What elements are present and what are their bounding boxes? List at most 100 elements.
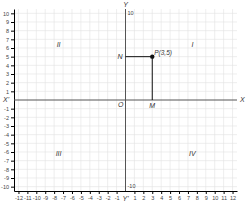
tick-label: 1 <box>133 195 136 201</box>
tick-mark <box>11 117 14 118</box>
tick: -5 <box>4 141 14 147</box>
data-label: P(3,5) <box>154 49 172 57</box>
tick-mark <box>161 191 162 194</box>
tick-label: -4 <box>4 132 9 138</box>
tick-mark <box>72 191 73 194</box>
tick-mark <box>11 48 14 49</box>
tick-label: -10 <box>33 195 41 201</box>
y-axis-value-label: -10 <box>128 183 136 189</box>
tick-label: 9 <box>205 195 208 201</box>
tick: -3 <box>97 191 102 201</box>
tick-mark <box>11 152 14 153</box>
tick: 8 <box>6 28 14 34</box>
tick: 4 <box>6 63 14 69</box>
tick-label: 3 <box>6 71 9 77</box>
tick: 4 <box>160 191 163 201</box>
origin-label: O <box>118 101 124 108</box>
marks <box>126 54 155 100</box>
axis-end-label: X' <box>2 96 10 103</box>
tick: 10 <box>3 11 14 17</box>
tick: -10 <box>33 191 41 201</box>
tick: -4 <box>4 132 14 138</box>
tick-label: -8 <box>4 167 9 173</box>
tick: 2 <box>142 191 145 201</box>
tick: -6 <box>70 191 75 201</box>
tick-mark <box>27 191 28 194</box>
tick-label: 1 <box>6 89 9 95</box>
foot-label-x: M <box>149 102 155 109</box>
x-axis: -12-11-10-9-8-7-6-5-4-3-2-11234567891011… <box>15 191 238 201</box>
grid-line-y <box>14 56 237 57</box>
tick-label: -3 <box>97 195 102 201</box>
tick-label: 9 <box>6 19 9 25</box>
tick-label: 8 <box>196 195 199 201</box>
tick-mark <box>152 191 153 194</box>
tick: 10 <box>212 191 218 201</box>
tick-mark <box>170 191 171 194</box>
tick: -10 <box>1 184 14 190</box>
quadrant-label: II <box>57 41 61 48</box>
tick: -1 <box>4 106 14 112</box>
tick-label: 6 <box>6 45 9 51</box>
tick-mark <box>224 191 225 194</box>
y-axis-value-label: 10 <box>128 10 134 16</box>
tick-mark <box>11 57 14 58</box>
tick: -6 <box>4 149 14 155</box>
axis-end-label: Y' <box>122 195 129 202</box>
tick-label: 4 <box>160 195 163 201</box>
tick: 11 <box>221 191 227 201</box>
tick: -5 <box>79 191 84 201</box>
tick-label: 5 <box>169 195 172 201</box>
tick: -9 <box>43 191 48 201</box>
tick-mark <box>11 187 14 188</box>
guide-line-vertical <box>152 57 153 100</box>
tick-mark <box>11 65 14 66</box>
tick-mark <box>36 191 37 194</box>
tick: -12 <box>15 191 23 201</box>
tick-mark <box>11 169 14 170</box>
tick: 6 <box>178 191 181 201</box>
tick-label: -2 <box>4 115 9 121</box>
tick-label: 11 <box>221 195 227 201</box>
tick-label: 10 <box>212 195 218 201</box>
tick: 3 <box>151 191 154 201</box>
tick-mark <box>215 191 216 194</box>
tick-label: -6 <box>70 195 75 201</box>
tick-mark <box>11 161 14 162</box>
tick: 7 <box>187 191 190 201</box>
tick: -8 <box>4 167 14 173</box>
quadrant-label: I <box>191 41 193 48</box>
tick-mark <box>206 191 207 194</box>
tick-label: 7 <box>187 195 190 201</box>
tick-label: 2 <box>142 195 145 201</box>
tick-mark <box>18 191 19 194</box>
quadrant-label: III <box>56 150 62 157</box>
tick-label: -5 <box>79 195 84 201</box>
axis-end-label: X <box>239 96 245 103</box>
tick-mark <box>134 191 135 194</box>
tick-mark <box>143 191 144 194</box>
quadrant-label: IV <box>189 150 197 157</box>
tick-mark <box>11 31 14 32</box>
tick-mark <box>188 191 189 194</box>
chart: -12-11-10-9-8-7-6-5-4-3-2-11234567891011… <box>0 0 247 204</box>
tick-mark <box>108 191 109 194</box>
tick: 8 <box>196 191 199 201</box>
tick-label: -1 <box>115 195 120 201</box>
tick-mark <box>11 74 14 75</box>
tick-mark <box>90 191 91 194</box>
tick-label: -9 <box>43 195 48 201</box>
tick-label: -9 <box>4 175 9 181</box>
tick-label: -8 <box>52 195 57 201</box>
grid-line-x <box>152 9 153 191</box>
tick-mark <box>233 191 234 194</box>
tick-label: -2 <box>106 195 111 201</box>
tick: -11 <box>24 191 32 201</box>
tick-mark <box>81 191 82 194</box>
tick-mark <box>11 126 14 127</box>
tick-label: -10 <box>1 184 9 190</box>
tick-mark <box>63 191 64 194</box>
tick: 5 <box>169 191 172 201</box>
tick-label: 2 <box>6 80 9 86</box>
guide-line-horizontal <box>126 56 153 57</box>
